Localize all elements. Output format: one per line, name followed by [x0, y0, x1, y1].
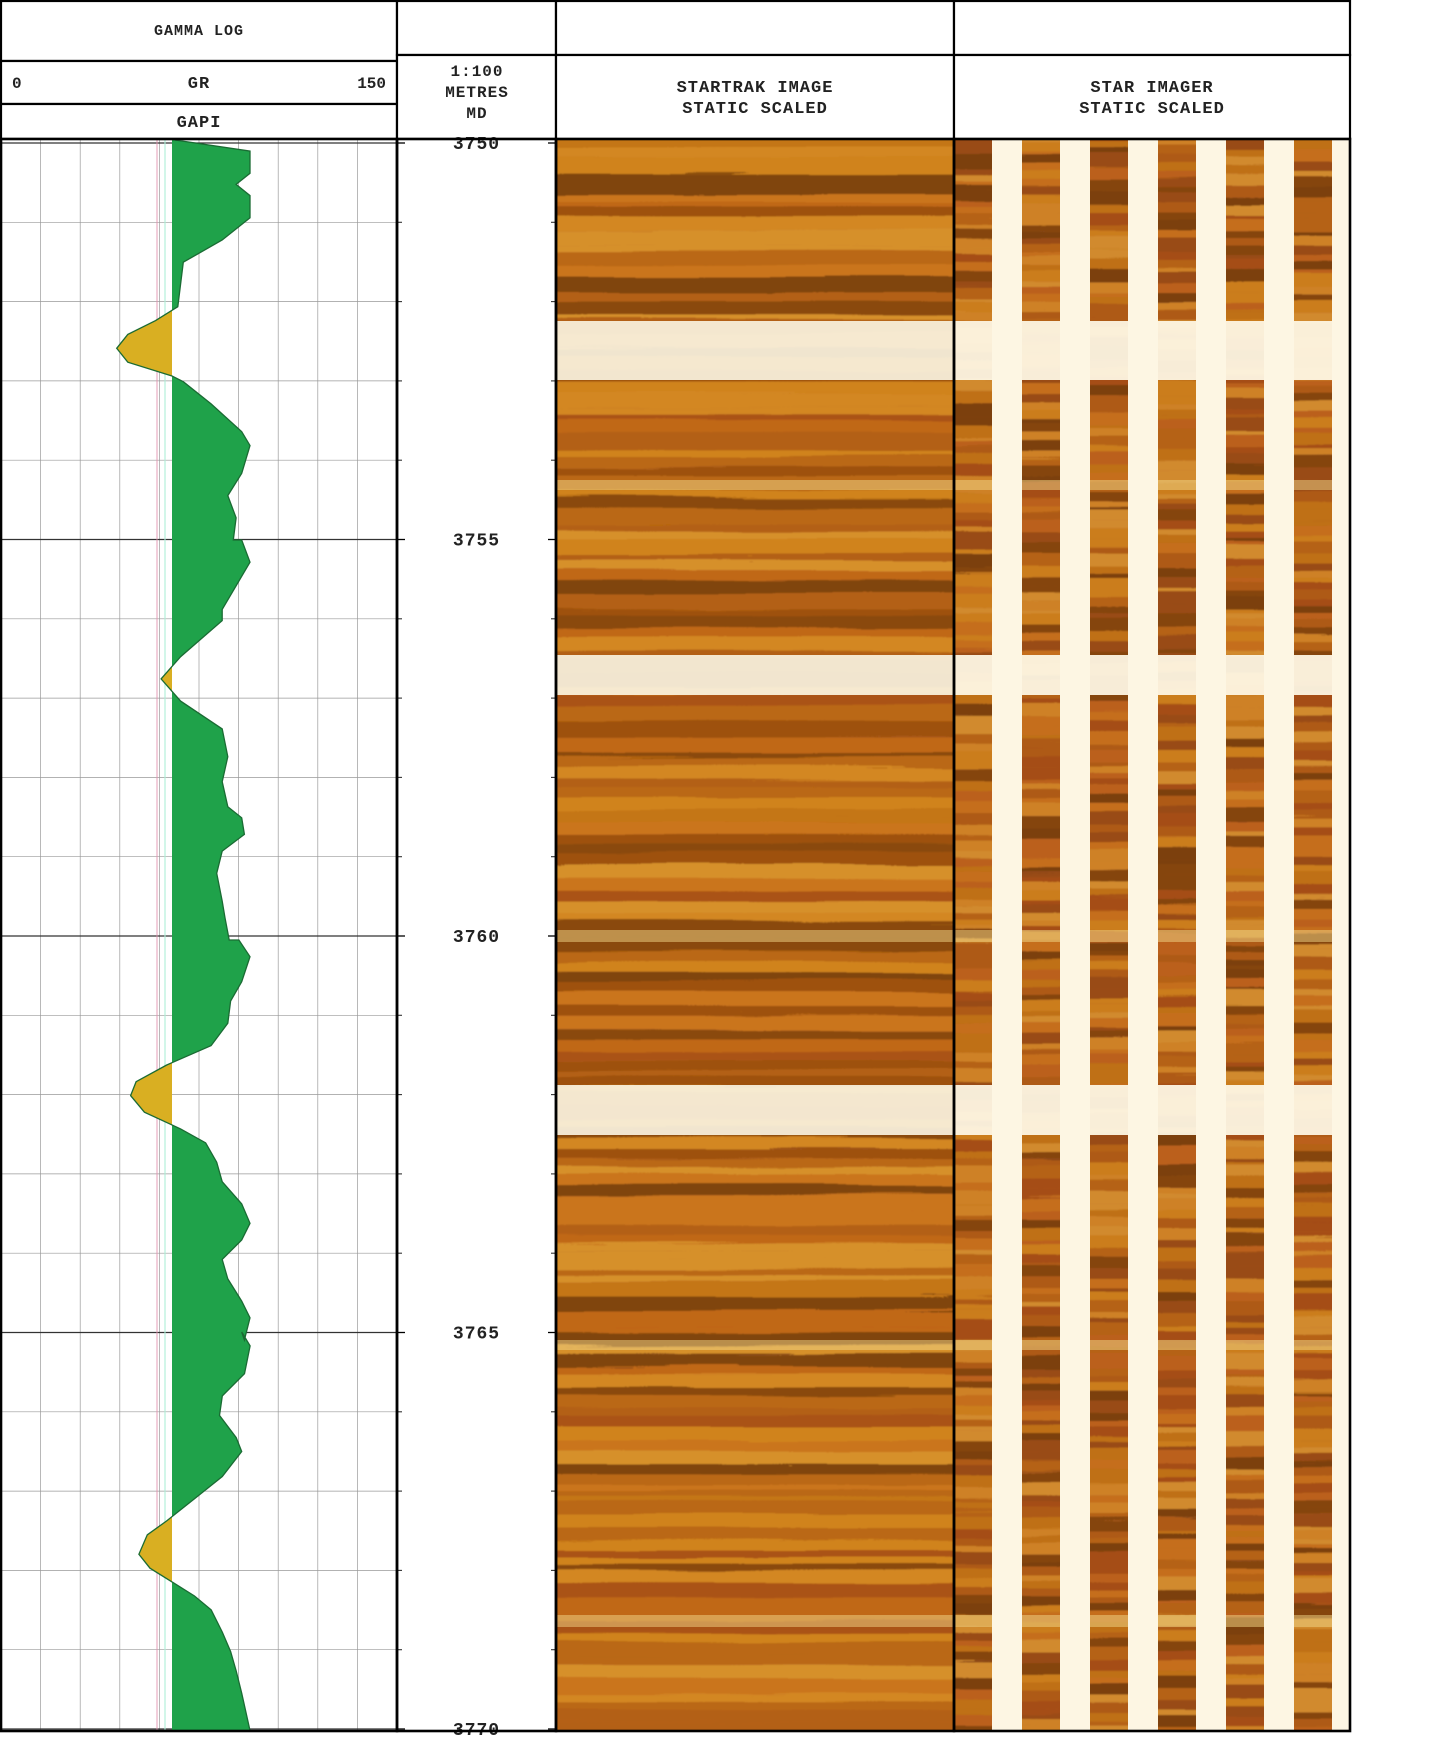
- svg-text:3760: 3760: [453, 928, 500, 948]
- svg-text:1:100: 1:100: [450, 63, 503, 81]
- svg-text:METRES: METRES: [445, 84, 509, 102]
- svg-text:MD: MD: [466, 105, 487, 123]
- svg-text:150: 150: [357, 75, 386, 93]
- svg-text:GR: GR: [188, 75, 210, 94]
- svg-text:GAPI: GAPI: [177, 114, 222, 133]
- svg-text:STARTRAK IMAGE: STARTRAK IMAGE: [677, 79, 834, 98]
- svg-text:STATIC SCALED: STATIC SCALED: [682, 100, 828, 119]
- svg-text:STAR IMAGER: STAR IMAGER: [1090, 79, 1213, 98]
- svg-text:0: 0: [12, 75, 22, 93]
- svg-text:GAMMA LOG: GAMMA LOG: [154, 23, 244, 40]
- svg-text:STATIC SCALED: STATIC SCALED: [1079, 100, 1225, 119]
- svg-text:3765: 3765: [453, 1325, 500, 1345]
- svg-text:3755: 3755: [453, 532, 500, 552]
